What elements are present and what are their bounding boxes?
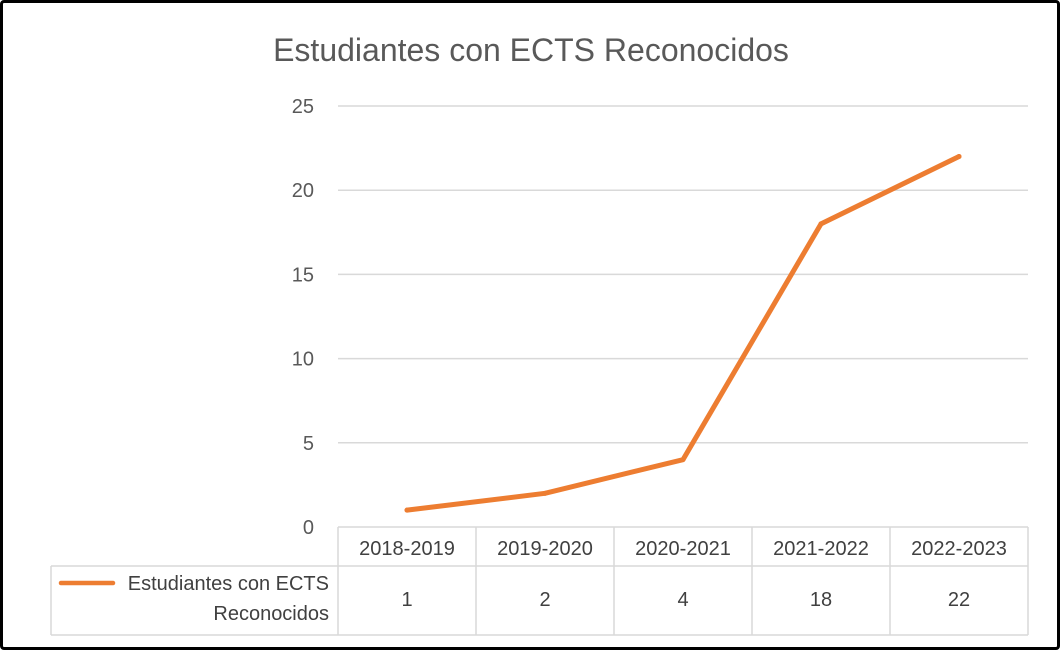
x-category-label: 2020-2021 <box>635 538 731 560</box>
gridlines <box>338 105 1028 444</box>
y-tick-label: 15 <box>292 264 314 286</box>
x-category-label: 2022-2023 <box>911 538 1007 560</box>
chart-title: Estudiantes con ECTS Reconocidos <box>273 32 789 68</box>
series-line <box>404 154 962 513</box>
data-point <box>818 221 824 227</box>
chart-svg: Estudiantes con ECTS Reconocidos 0 5 10 15 2… <box>50 32 1029 636</box>
x-category-label: 2021-2022 <box>773 538 869 560</box>
y-tick-label: 5 <box>303 433 314 455</box>
legend-label: Reconocidos <box>213 603 329 625</box>
data-point <box>404 507 410 513</box>
y-tick-label: 0 <box>303 517 314 539</box>
data-table: 2018-2019 2019-2020 2020-2021 2021-2022 2022… <box>50 526 1029 636</box>
x-category-label: 2018-2019 <box>359 538 455 560</box>
series-lines <box>404 154 962 513</box>
legend-label: Estudiantes con ECTS <box>128 573 329 595</box>
y-axis-ticks: 0 5 10 15 20 25 <box>292 96 314 539</box>
table-value-cell: 1 <box>401 589 412 611</box>
y-tick-label: 10 <box>292 349 314 371</box>
y-tick-label: 20 <box>292 180 314 202</box>
y-tick-label: 25 <box>292 96 314 118</box>
x-category-label: 2019-2020 <box>497 538 593 560</box>
table-value-cell: 22 <box>948 589 970 611</box>
data-point <box>680 457 686 463</box>
table-value-cell: 4 <box>677 589 688 611</box>
data-point <box>956 154 962 160</box>
table-value-cell: 2 <box>539 589 550 611</box>
data-point <box>542 490 548 496</box>
table-value-cell: 18 <box>810 589 832 611</box>
